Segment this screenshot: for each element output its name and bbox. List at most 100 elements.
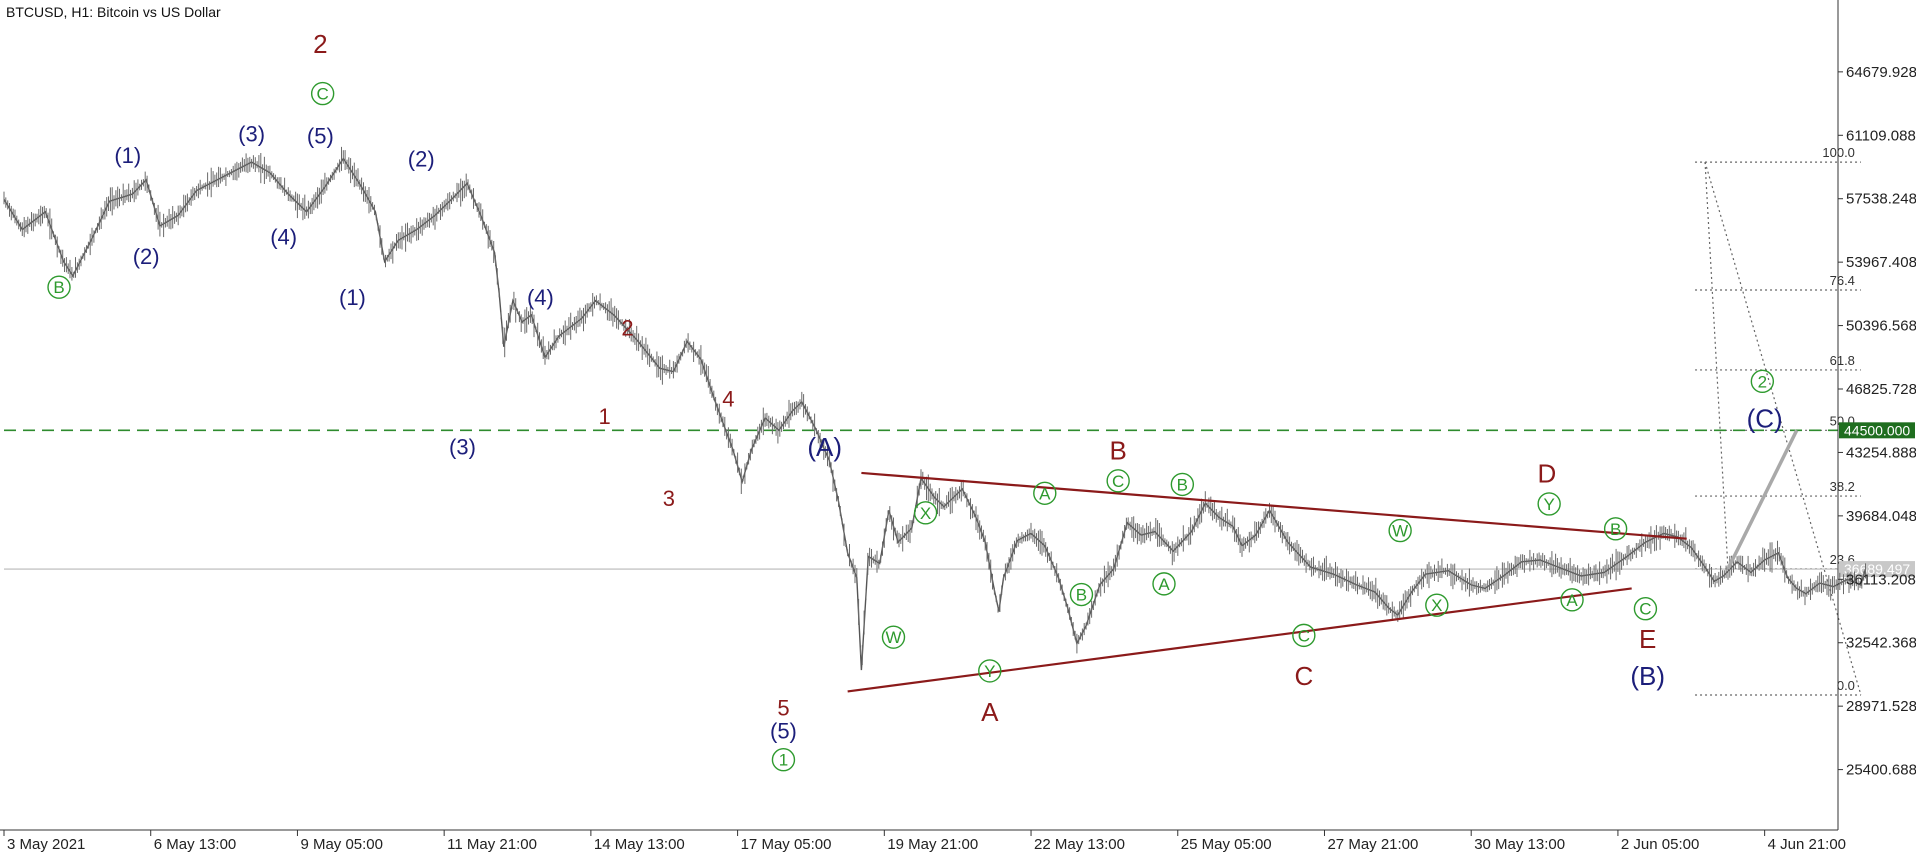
wave-label: C — [317, 85, 329, 104]
price-tag-label: 36689.497 — [1844, 561, 1910, 577]
horizontal-lines-layer: 44500.000 36689.497 — [4, 422, 1915, 578]
price-tag-box — [1839, 422, 1915, 439]
x-tick-label: 14 May 13:00 — [594, 836, 685, 852]
triangle-trend-line — [847, 587, 1632, 693]
wave-label-circle — [1033, 481, 1057, 505]
wave-label-circle — [310, 81, 335, 106]
wave-label: (3) — [449, 434, 476, 459]
x-tick-label: 30 May 13:00 — [1474, 836, 1565, 852]
wave-label: (A) — [807, 432, 842, 462]
trend-lines-layer — [847, 429, 1799, 693]
x-tick-label: 17 May 05:00 — [741, 836, 832, 852]
wave-label: (C) — [1747, 404, 1783, 434]
wave-label: X — [1431, 596, 1442, 615]
wave-label: W — [1392, 522, 1408, 541]
price-tag-label: 44500.000 — [1844, 422, 1910, 438]
wave-label-circle — [881, 625, 906, 649]
x-tick-label: 19 May 21:00 — [887, 836, 978, 852]
wave-label: W — [885, 628, 901, 647]
wave-label: (4) — [527, 285, 554, 310]
wave-label-circle — [1388, 518, 1412, 543]
wave-label: 1 — [779, 751, 788, 770]
wave-label: B — [53, 278, 64, 297]
y-tick-label: 61109.088 — [1846, 127, 1916, 144]
wave-label: A — [1039, 484, 1051, 503]
wave-label: (2) — [408, 147, 435, 172]
price-layer — [3, 146, 1867, 671]
wave-label: (5) — [307, 123, 334, 148]
wave-label-circle — [1537, 492, 1561, 516]
price-tag-box — [1839, 561, 1915, 578]
y-tick-label: 64679.928 — [1846, 64, 1916, 81]
wave-label-circle — [1750, 369, 1775, 394]
wave-label-circle — [1633, 597, 1658, 621]
wave-label: 2 — [1758, 372, 1767, 391]
wave-label: 1 — [599, 404, 611, 429]
wave-label: E — [1639, 624, 1656, 654]
fib-level-label: 38.2 — [1830, 479, 1855, 494]
y-tick-label: 25400.688 — [1846, 762, 1916, 779]
wave-label-circle — [1603, 517, 1628, 541]
price-line — [3, 157, 1867, 671]
wave-label: (1) — [339, 285, 366, 310]
x-tick-label: 6 May 13:00 — [154, 836, 237, 852]
fib-level-label: 76.4 — [1830, 273, 1855, 288]
wave-label: 2 — [313, 29, 327, 59]
wave-label: A — [981, 697, 999, 727]
wave-label: B — [1076, 586, 1087, 605]
wave-label: B — [1610, 520, 1621, 539]
y-tick-label: 32542.368 — [1846, 635, 1916, 652]
wave-label: C — [1294, 661, 1313, 691]
chart-title: BTCUSD, H1: Bitcoin vs US Dollar — [6, 4, 221, 20]
y-tick-label: 36113.208 — [1846, 571, 1916, 588]
wave-label: (1) — [114, 143, 141, 168]
wave-label: Y — [1543, 495, 1554, 514]
x-tick-label: 25 May 05:00 — [1181, 836, 1272, 852]
wave-label: B — [1109, 436, 1126, 466]
wave-label: 3 — [663, 486, 675, 511]
wave-label-circle — [913, 501, 938, 525]
wave-label-circle — [1069, 582, 1094, 607]
wave-label: C — [1112, 472, 1124, 491]
wave-label: A — [1158, 575, 1170, 594]
wave-label: X — [920, 504, 931, 523]
wave-label: (B) — [1630, 661, 1665, 691]
wave-label: A — [1566, 591, 1578, 610]
x-tick-label: 2 Jun 05:00 — [1621, 836, 1699, 852]
wave-label: 2 — [621, 315, 633, 340]
y-tick-label: 53967.408 — [1846, 254, 1916, 271]
wave-label: (4) — [270, 225, 297, 250]
wave-label: 5 — [777, 695, 789, 720]
wave-label: Y — [984, 662, 995, 681]
fib-level-label: 100.0 — [1822, 145, 1855, 160]
wave-label: (5) — [770, 719, 797, 744]
projection-line — [1726, 429, 1799, 570]
wave-label: (2) — [133, 244, 160, 269]
wave-label: B — [1177, 475, 1188, 494]
x-tick-label: 22 May 13:00 — [1034, 836, 1125, 852]
y-tick-label: 46825.728 — [1846, 381, 1916, 398]
y-tick-label: 39684.048 — [1846, 508, 1916, 525]
wave-label: C — [1298, 626, 1310, 645]
y-tick-label: 50396.568 — [1846, 318, 1916, 335]
fib-level-label: 0.0 — [1837, 678, 1855, 693]
triangle-trend-line — [861, 471, 1687, 540]
fib-diagonal-line — [1704, 162, 1729, 569]
x-tick-label: 9 May 05:00 — [300, 836, 383, 852]
wave-label-circle — [1152, 572, 1176, 596]
wave-label-circle — [1425, 593, 1449, 617]
x-tick-label: 27 May 21:00 — [1327, 836, 1418, 852]
wave-label-circle — [1106, 469, 1130, 493]
wave-label-circle — [978, 659, 1002, 683]
wave-label-circle — [1560, 588, 1584, 612]
wave-label: (3) — [238, 122, 265, 147]
fib-level-label: 61.8 — [1830, 353, 1855, 368]
wave-label-circle — [1292, 623, 1316, 648]
wave-label: D — [1537, 459, 1556, 489]
wave-label-circle — [1170, 472, 1195, 497]
x-tick-label: 3 May 2021 — [7, 836, 85, 852]
x-tick-label: 11 May 21:00 — [447, 836, 537, 852]
